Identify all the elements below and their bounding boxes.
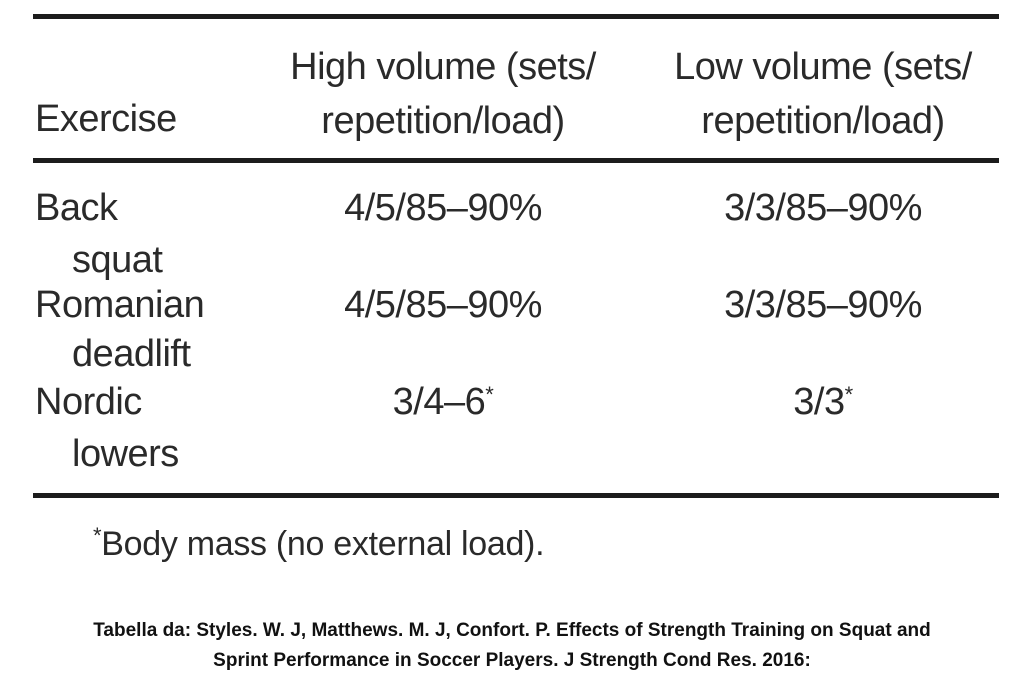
header-low-line1: Low volume (sets/: [674, 46, 972, 88]
row-high-value: 4/5/85–90%: [262, 183, 624, 233]
caption-line1: Tabella da: Styles. W. J, Matthews. M. J…: [93, 620, 931, 641]
row-low-text: 3/3/85–90%: [724, 284, 922, 326]
row-exercise-line2: squat: [72, 239, 163, 281]
row-high-value: 4/5/85–90%: [262, 280, 624, 330]
row-low-text: 3/3/85–90%: [724, 187, 922, 229]
footnote-text: Body mass (no external load).: [101, 525, 545, 563]
row-exercise-line2: lowers: [72, 433, 179, 475]
row-low-text: 3/3: [793, 381, 845, 423]
caption-line2: Sprint Performance in Soccer Players. J …: [213, 650, 811, 671]
row-high-text: 4/5/85–90%: [344, 187, 542, 229]
row-high-text: 4/5/85–90%: [344, 284, 542, 326]
row-low-mark: *: [844, 382, 854, 407]
row-exercise-line1: Back: [35, 187, 118, 229]
header-low-volume: Low volume (sets/ repetition/load): [646, 40, 1000, 148]
row-low-value: 3/3/85–90%: [646, 280, 1000, 330]
row-high-mark: *: [485, 382, 494, 407]
row-high-text: 3/4–6: [392, 381, 486, 423]
table-footnote: *Body mass (no external load).: [93, 520, 545, 568]
source-caption: Tabella da: Styles. W. J, Matthews. M. J…: [0, 616, 1024, 676]
header-high-volume: High volume (sets/ repetition/load): [262, 40, 624, 148]
row-high-value: 3/4–6*: [262, 377, 624, 427]
row-exercise-line2: deadlift: [72, 333, 191, 375]
table-bottom-rule: [33, 493, 999, 498]
header-high-line1: High volume (sets/: [290, 46, 596, 88]
footnote-mark: *: [93, 523, 102, 548]
header-high-line2: repetition/load): [321, 100, 565, 142]
header-low-line2: repetition/load): [701, 100, 945, 142]
table-top-rule: [33, 14, 999, 19]
row-low-value: 3/3*: [646, 377, 1000, 427]
header-exercise-label: Exercise: [35, 98, 177, 140]
row-exercise-line1: Nordic: [35, 381, 142, 423]
row-exercise-line1: Romanian: [35, 284, 205, 326]
table-header-rule: [33, 158, 999, 163]
header-exercise: Exercise: [35, 92, 177, 146]
row-low-value: 3/3/85–90%: [646, 183, 1000, 233]
